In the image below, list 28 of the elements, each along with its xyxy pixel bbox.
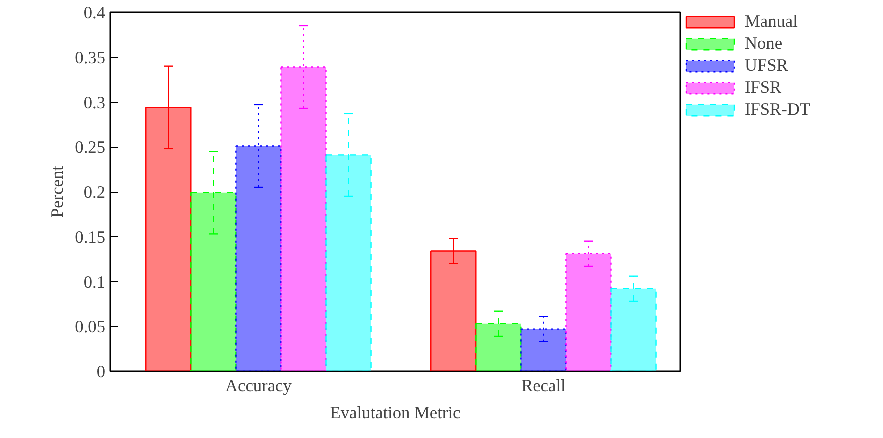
y-tick-label: 0.2 xyxy=(84,183,106,202)
bar xyxy=(520,328,567,372)
legend-label: None xyxy=(745,34,784,54)
y-tick-label: 0.1 xyxy=(84,272,106,292)
bar xyxy=(610,288,657,372)
legend-label: IFSR xyxy=(745,78,783,98)
bar xyxy=(236,146,282,372)
bar xyxy=(430,250,477,372)
bar xyxy=(476,323,522,372)
y-tick-label: 0.4 xyxy=(84,4,106,22)
legend-label: UFSR xyxy=(745,56,790,76)
x-axis-title: Evalutation Metric xyxy=(330,404,462,422)
y-tick-label: 0.05 xyxy=(75,318,106,337)
y-tick-label: 0.3 xyxy=(84,93,106,112)
y-axis-title: Percent xyxy=(48,166,68,218)
bar xyxy=(146,107,192,372)
y-tick-label: 0.15 xyxy=(75,228,106,247)
y-tick-label: 0.35 xyxy=(75,48,106,68)
bar xyxy=(190,192,237,372)
x-tick-label: Accuracy xyxy=(226,376,292,396)
bar xyxy=(280,66,327,372)
bar xyxy=(326,154,372,372)
legend-label: Manual xyxy=(745,12,799,32)
legend-label: IFSR-DT xyxy=(745,100,812,120)
bar xyxy=(566,253,612,372)
y-tick-label: 0 xyxy=(96,362,106,382)
x-tick-label: Recall xyxy=(522,376,566,396)
y-tick-label: 0.25 xyxy=(75,138,106,158)
